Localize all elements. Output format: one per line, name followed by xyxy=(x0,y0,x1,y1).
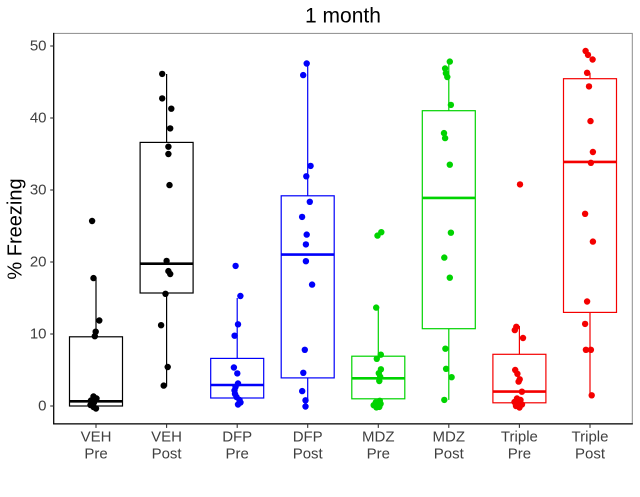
svg-text:Triple: Triple xyxy=(572,429,609,446)
svg-text:Pre: Pre xyxy=(226,446,249,463)
svg-text:Post: Post xyxy=(152,446,183,463)
svg-text:Pre: Pre xyxy=(84,446,107,463)
svg-text:MDZ: MDZ xyxy=(362,429,395,446)
svg-text:Post: Post xyxy=(434,446,465,463)
svg-text:VEH: VEH xyxy=(151,429,182,446)
svg-text:50: 50 xyxy=(30,38,47,55)
svg-text:30: 30 xyxy=(30,182,47,199)
svg-text:DFP: DFP xyxy=(222,429,252,446)
svg-text:Post: Post xyxy=(575,446,606,463)
svg-text:DFP: DFP xyxy=(293,429,323,446)
svg-text:10: 10 xyxy=(30,326,47,343)
svg-text:20: 20 xyxy=(30,254,47,271)
svg-text:1 month: 1 month xyxy=(305,5,381,28)
svg-text:Post: Post xyxy=(293,446,324,463)
svg-text:Triple: Triple xyxy=(501,429,538,446)
svg-text:% Freezing: % Freezing xyxy=(5,178,27,279)
svg-text:Pre: Pre xyxy=(367,446,390,463)
svg-text:MDZ: MDZ xyxy=(433,429,466,446)
svg-text:Pre: Pre xyxy=(508,446,531,463)
svg-text:40: 40 xyxy=(30,110,47,127)
svg-text:0: 0 xyxy=(38,398,46,415)
svg-text:VEH: VEH xyxy=(81,429,112,446)
